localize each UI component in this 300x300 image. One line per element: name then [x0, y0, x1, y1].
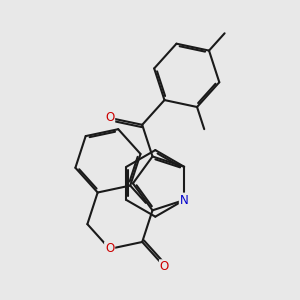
Text: O: O — [160, 260, 169, 273]
Text: N: N — [180, 194, 188, 206]
Text: O: O — [105, 111, 114, 124]
Text: O: O — [105, 242, 114, 255]
